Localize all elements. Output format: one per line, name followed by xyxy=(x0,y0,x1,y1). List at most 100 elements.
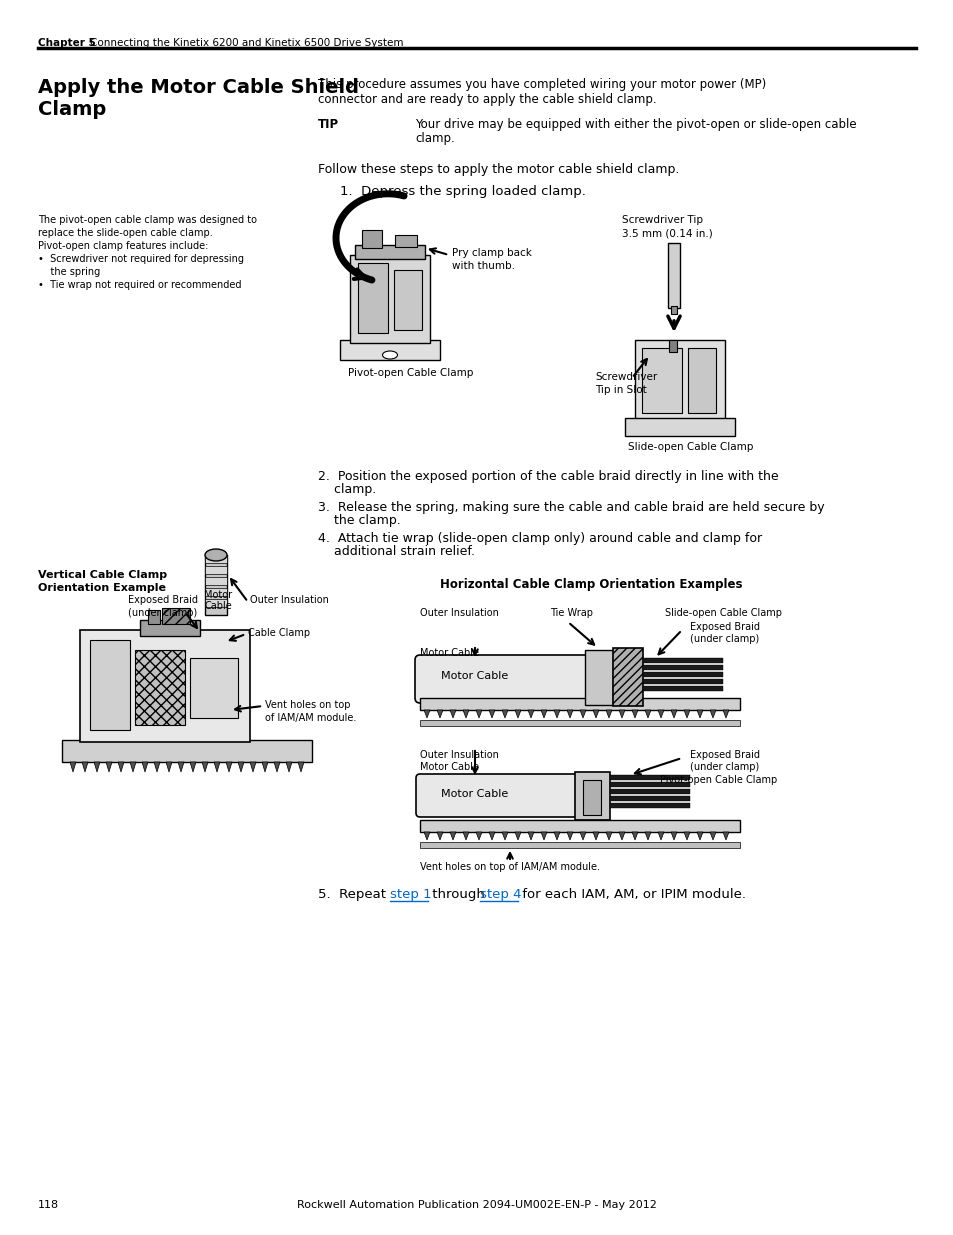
Polygon shape xyxy=(450,710,456,718)
Bar xyxy=(90,640,130,730)
Text: Screwdriver Tip: Screwdriver Tip xyxy=(621,215,702,225)
Polygon shape xyxy=(106,762,112,772)
Bar xyxy=(609,803,689,808)
Polygon shape xyxy=(683,832,689,840)
Bar xyxy=(642,679,722,684)
Text: Screwdriver: Screwdriver xyxy=(595,372,657,382)
Bar xyxy=(419,720,740,726)
Polygon shape xyxy=(658,710,663,718)
Text: Your drive may be equipped with either the pivot-open or slide-open cable: Your drive may be equipped with either t… xyxy=(415,119,856,131)
Polygon shape xyxy=(202,762,208,772)
Text: Pivot-open Cable Clamp: Pivot-open Cable Clamp xyxy=(659,776,777,785)
Text: 3.  Release the spring, making sure the cable and cable braid are held secure by: 3. Release the spring, making sure the c… xyxy=(317,501,823,514)
Polygon shape xyxy=(476,832,481,840)
Polygon shape xyxy=(579,710,585,718)
Text: Cable Clamp: Cable Clamp xyxy=(248,629,310,638)
Text: Vent holes on top of IAM/AM module.: Vent holes on top of IAM/AM module. xyxy=(419,862,599,872)
Bar xyxy=(613,648,642,706)
Polygon shape xyxy=(476,710,481,718)
Bar xyxy=(584,650,613,705)
Text: (under clamp): (under clamp) xyxy=(689,634,759,643)
Text: Slide-open Cable Clamp: Slide-open Cable Clamp xyxy=(627,442,753,452)
Bar xyxy=(190,658,237,718)
Bar xyxy=(355,245,424,259)
Polygon shape xyxy=(262,762,268,772)
Text: Cable: Cable xyxy=(204,601,232,611)
Polygon shape xyxy=(436,710,442,718)
Bar xyxy=(62,740,312,762)
Polygon shape xyxy=(462,710,469,718)
Polygon shape xyxy=(722,710,728,718)
Text: clamp.: clamp. xyxy=(317,483,375,496)
Polygon shape xyxy=(142,762,148,772)
Bar xyxy=(419,820,740,832)
Polygon shape xyxy=(450,832,456,840)
Bar xyxy=(609,797,689,802)
Bar xyxy=(419,698,740,710)
Text: Apply the Motor Cable Shield: Apply the Motor Cable Shield xyxy=(38,78,358,98)
Polygon shape xyxy=(153,762,160,772)
Polygon shape xyxy=(462,832,469,840)
Polygon shape xyxy=(297,762,304,772)
Text: of IAM/AM module.: of IAM/AM module. xyxy=(265,713,356,722)
Polygon shape xyxy=(130,762,136,772)
Text: 5.  Repeat: 5. Repeat xyxy=(317,888,390,902)
Polygon shape xyxy=(658,832,663,840)
Text: Follow these steps to apply the motor cable shield clamp.: Follow these steps to apply the motor ca… xyxy=(317,163,679,177)
Bar xyxy=(687,348,716,412)
Text: (under clamp): (under clamp) xyxy=(689,762,759,772)
Text: step 1: step 1 xyxy=(390,888,431,902)
Polygon shape xyxy=(631,832,638,840)
Polygon shape xyxy=(618,832,624,840)
Text: for each IAM, AM, or IPIM module.: for each IAM, AM, or IPIM module. xyxy=(517,888,745,902)
Polygon shape xyxy=(670,832,677,840)
Polygon shape xyxy=(515,832,520,840)
Polygon shape xyxy=(579,832,585,840)
Text: 1.  Depress the spring loaded clamp.: 1. Depress the spring loaded clamp. xyxy=(339,185,585,198)
Text: Vent holes on top: Vent holes on top xyxy=(265,700,350,710)
Text: TIP: TIP xyxy=(317,119,338,131)
Polygon shape xyxy=(540,832,546,840)
Text: Outer Insulation: Outer Insulation xyxy=(419,750,498,760)
Polygon shape xyxy=(697,832,702,840)
Polygon shape xyxy=(489,710,495,718)
Text: Clamp: Clamp xyxy=(38,100,106,119)
Bar xyxy=(670,306,677,314)
Text: Chapter 5: Chapter 5 xyxy=(38,38,95,48)
Text: 2.  Position the exposed portion of the cable braid directly in line with the: 2. Position the exposed portion of the c… xyxy=(317,471,778,483)
Polygon shape xyxy=(250,762,255,772)
Bar xyxy=(668,340,677,352)
Text: Rockwell Automation Publication 2094-UM002E-EN-P - May 2012: Rockwell Automation Publication 2094-UM0… xyxy=(296,1200,657,1210)
Text: with thumb.: with thumb. xyxy=(452,261,515,270)
Polygon shape xyxy=(644,832,650,840)
Polygon shape xyxy=(423,832,430,840)
Text: Orientation Example: Orientation Example xyxy=(38,583,166,593)
Polygon shape xyxy=(423,710,430,718)
Bar xyxy=(642,672,722,677)
Text: Slide-open Cable Clamp: Slide-open Cable Clamp xyxy=(664,608,781,618)
Bar xyxy=(350,254,430,343)
Bar xyxy=(205,555,227,563)
Polygon shape xyxy=(709,710,716,718)
Text: Outer Insulation: Outer Insulation xyxy=(250,595,329,605)
Ellipse shape xyxy=(205,550,227,561)
Polygon shape xyxy=(82,762,88,772)
Bar xyxy=(80,630,250,742)
Text: This procedure assumes you have completed wiring your motor power (MP): This procedure assumes you have complete… xyxy=(317,78,765,91)
Polygon shape xyxy=(540,710,546,718)
Text: Motor Cable: Motor Cable xyxy=(441,671,508,680)
Polygon shape xyxy=(489,832,495,840)
Bar xyxy=(205,577,227,585)
Bar xyxy=(667,243,679,308)
Polygon shape xyxy=(554,832,559,840)
Bar xyxy=(205,588,227,597)
Text: Motor Cable: Motor Cable xyxy=(419,762,478,772)
Polygon shape xyxy=(605,832,612,840)
Polygon shape xyxy=(286,762,292,772)
Bar xyxy=(339,340,439,359)
Polygon shape xyxy=(274,762,280,772)
Polygon shape xyxy=(670,710,677,718)
Bar xyxy=(609,782,689,787)
Polygon shape xyxy=(213,762,220,772)
Text: Motor: Motor xyxy=(204,590,232,600)
